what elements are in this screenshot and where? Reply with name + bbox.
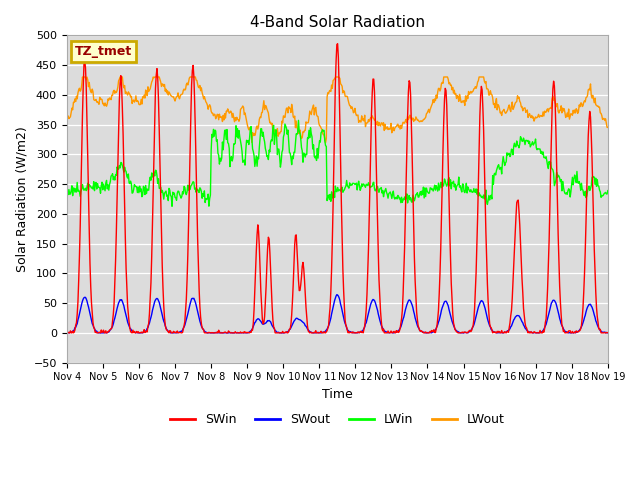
SWout: [420, 329, 428, 335]
SWout: [74, 321, 81, 326]
LWin: [184, 182, 191, 188]
SWin: [334, 41, 342, 47]
LWin: [128, 190, 136, 196]
LWout: [604, 125, 612, 131]
Text: TZ_tmet: TZ_tmet: [75, 45, 132, 58]
SWout: [604, 330, 612, 336]
SWout: [129, 329, 137, 335]
SWin: [420, 330, 428, 336]
SWout: [404, 298, 412, 304]
LWin: [212, 138, 220, 144]
LWin: [604, 188, 612, 193]
SWin: [183, 277, 191, 283]
LWout: [404, 117, 412, 122]
SWin: [128, 330, 136, 336]
LWin: [420, 195, 428, 201]
Line: SWin: SWin: [67, 44, 608, 333]
LWin: [404, 195, 412, 201]
LWout: [420, 117, 428, 122]
LWout: [72, 93, 80, 99]
SWin: [404, 113, 412, 119]
Line: LWout: LWout: [67, 77, 608, 143]
SWin: [72, 320, 80, 325]
SWin: [63, 330, 70, 336]
LWin: [294, 118, 302, 123]
LWout: [63, 121, 70, 127]
LWin: [72, 189, 80, 195]
Title: 4-Band Solar Radiation: 4-Band Solar Radiation: [250, 15, 425, 30]
Legend: SWin, SWout, LWin, LWout: SWin, SWout, LWin, LWout: [164, 408, 509, 431]
SWout: [63, 330, 70, 336]
Line: LWin: LWin: [67, 120, 608, 206]
SWout: [333, 292, 340, 298]
X-axis label: Time: Time: [322, 388, 353, 401]
LWout: [212, 114, 220, 120]
LWout: [184, 82, 191, 88]
SWin: [212, 330, 220, 336]
LWin: [63, 196, 70, 202]
LWin: [168, 204, 176, 209]
Line: SWout: SWout: [67, 295, 608, 333]
SWout: [184, 311, 191, 317]
LWout: [129, 97, 137, 103]
Y-axis label: Solar Radiation (W/m2): Solar Radiation (W/m2): [15, 126, 28, 272]
LWout: [322, 140, 330, 145]
LWout: [79, 74, 86, 80]
SWin: [604, 330, 612, 336]
SWout: [212, 330, 220, 336]
SWout: [65, 330, 73, 336]
